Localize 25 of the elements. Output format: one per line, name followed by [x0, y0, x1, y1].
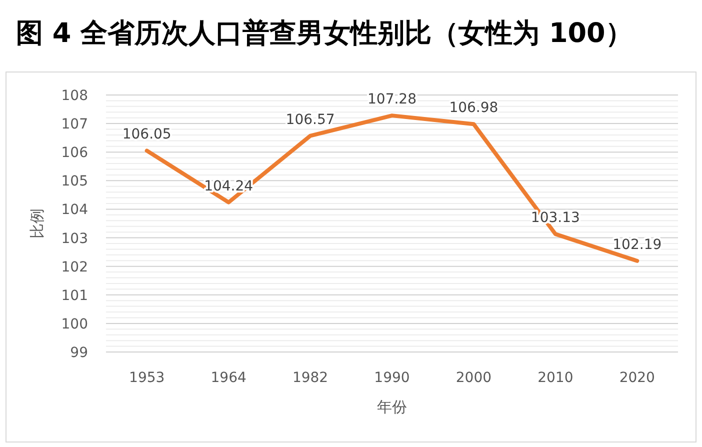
y-tick-label: 107: [61, 116, 88, 133]
y-tick-label: 104: [61, 202, 88, 218]
y-axis-title: 比例: [28, 208, 46, 238]
y-tick-label: 102: [61, 259, 88, 276]
y-tick-label: 99: [70, 345, 88, 361]
x-axis-title: 年份: [377, 398, 407, 416]
data-label: 107.28: [368, 92, 416, 108]
x-tick-label: 1982: [292, 370, 328, 386]
data-label: 106.57: [286, 112, 335, 128]
y-tick-label: 103: [61, 230, 88, 247]
chart-title: 图 4 全省历次人口普查男女性别比（女性为 100）: [16, 18, 632, 49]
x-tick-label: 1964: [210, 370, 246, 386]
y-tick-label: 100: [61, 316, 88, 332]
x-tick-label: 2020: [619, 370, 655, 386]
y-tick-label: 108: [61, 88, 88, 104]
x-tick-label: 1990: [374, 370, 410, 386]
data-label: 106.98: [449, 100, 498, 116]
x-tick-label: 2010: [538, 370, 574, 386]
data-label: 102.19: [612, 236, 662, 253]
x-tick-label: 1953: [129, 370, 165, 386]
data-label: 106.05: [122, 126, 172, 143]
y-tick-label: 106: [61, 145, 88, 162]
y-tick-label: 105: [61, 174, 88, 190]
y-tick-label: 101: [61, 288, 88, 304]
x-tick-label: 2000: [456, 370, 492, 386]
